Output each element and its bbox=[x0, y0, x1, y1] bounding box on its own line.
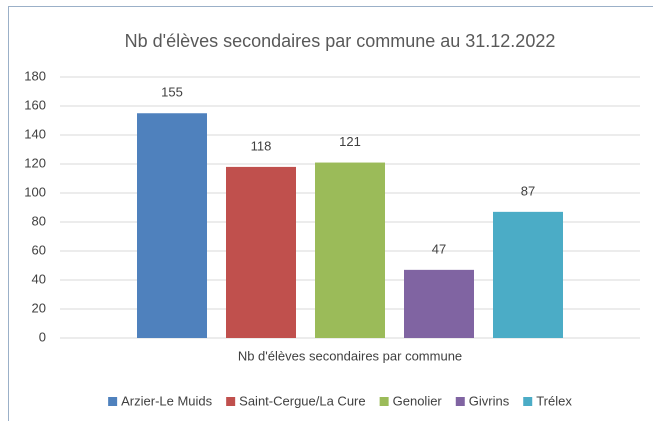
data-label: 118 bbox=[251, 138, 272, 153]
chart-title: Nb d'élèves secondaires par commune au 3… bbox=[125, 31, 556, 51]
bar bbox=[226, 166, 296, 338]
legend-label: Genolier bbox=[393, 393, 443, 408]
y-tick-label: 60 bbox=[32, 242, 46, 257]
y-tick-label: 120 bbox=[24, 155, 46, 170]
y-tick-label: 20 bbox=[32, 300, 46, 315]
y-tick-label: 0 bbox=[39, 329, 46, 344]
legend-swatch bbox=[455, 397, 465, 406]
legend-label: Saint-Cergue/La Cure bbox=[239, 393, 365, 408]
x-tick-label: Nb d'élèves secondaires par commune bbox=[238, 348, 462, 363]
y-tick-label: 40 bbox=[32, 271, 46, 286]
y-tick-label: 160 bbox=[24, 97, 46, 112]
data-label: 121 bbox=[339, 134, 361, 149]
y-tick-label: 140 bbox=[24, 126, 46, 141]
bar bbox=[137, 113, 207, 338]
bar bbox=[315, 162, 385, 338]
legend-swatch bbox=[108, 397, 118, 406]
bar bbox=[493, 211, 563, 338]
y-tick-label: 180 bbox=[24, 68, 46, 83]
y-tick-label: 80 bbox=[32, 213, 46, 228]
legend-swatch bbox=[226, 397, 236, 406]
data-label: 87 bbox=[521, 183, 535, 198]
legend-label: Trélex bbox=[536, 393, 572, 408]
legend-swatch bbox=[379, 397, 389, 406]
data-label: 155 bbox=[161, 85, 183, 100]
legend-swatch bbox=[523, 397, 533, 406]
legend-label: Givrins bbox=[469, 393, 510, 408]
data-label: 47 bbox=[432, 241, 446, 256]
bar bbox=[404, 269, 474, 338]
legend-label: Arzier-Le Muids bbox=[121, 393, 213, 408]
y-tick-label: 100 bbox=[24, 184, 46, 199]
